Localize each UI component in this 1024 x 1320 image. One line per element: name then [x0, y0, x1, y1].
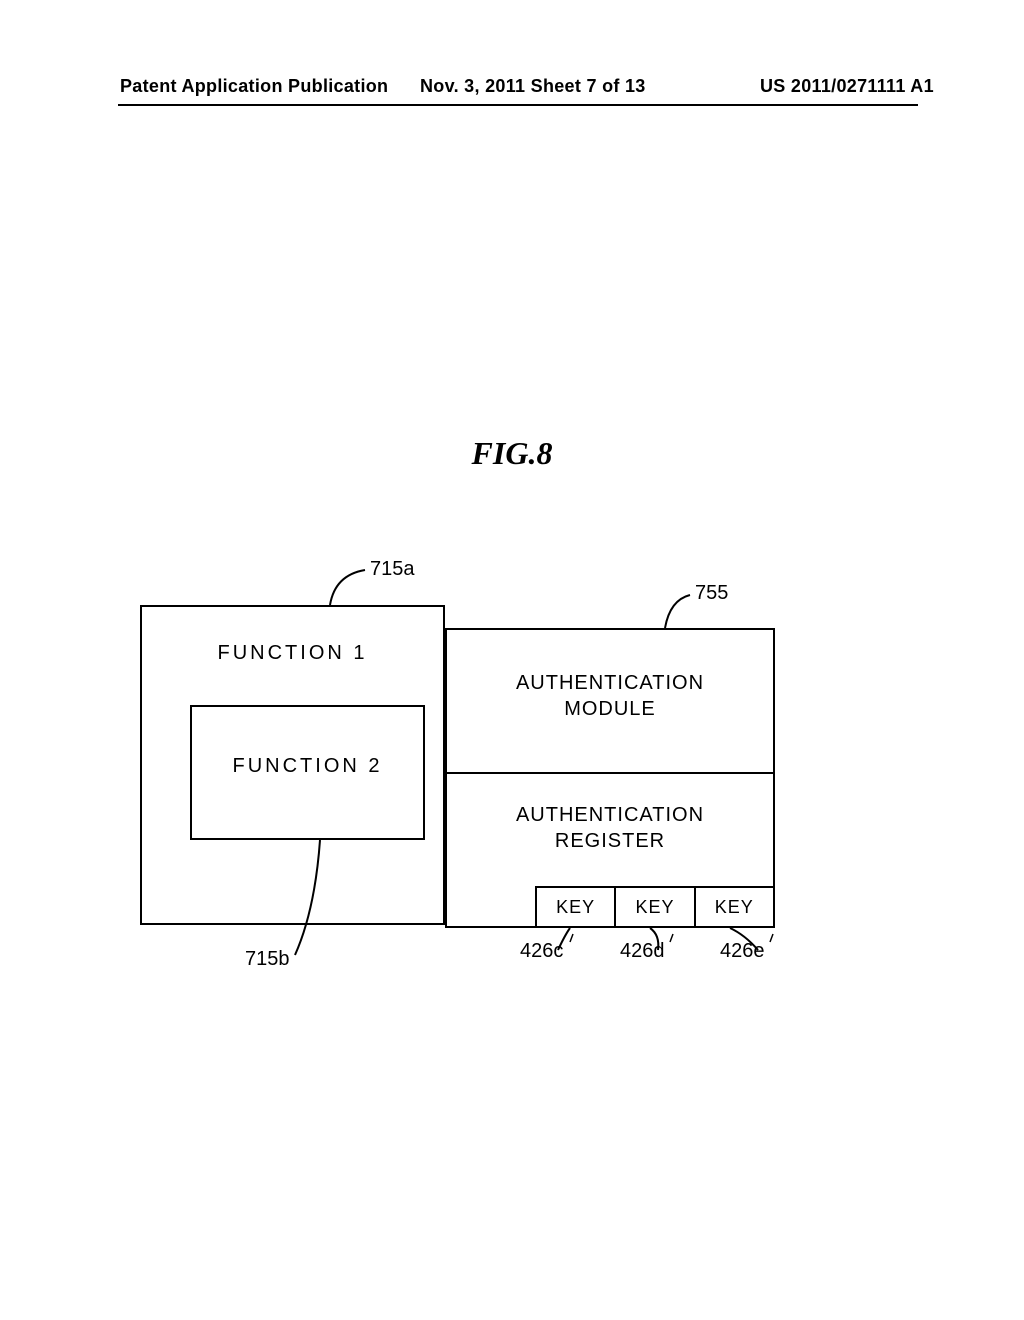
ref-426d: 426d — [620, 940, 665, 963]
auth-module-line1: AUTHENTICATION — [516, 672, 704, 694]
figure-diagram: FUNCTION 1 FUNCTION 2 AUTHENTICATION MOD… — [140, 570, 900, 950]
key-row: KEY KEY KEY — [535, 886, 775, 928]
figure-title: FIG.8 — [0, 435, 1024, 472]
ref-755: 755 — [695, 582, 728, 605]
page: Patent Application Publication Nov. 3, 2… — [0, 0, 1024, 1320]
right-box-divider — [445, 772, 775, 774]
ref-715b: 715b — [245, 948, 290, 971]
key-cell-3: KEY — [694, 886, 775, 928]
header-date-sheet: Nov. 3, 2011 Sheet 7 of 13 — [420, 76, 646, 97]
ref-426e: 426e — [720, 940, 765, 963]
header-rule — [118, 104, 918, 106]
auth-module-line2: MODULE — [564, 698, 656, 720]
auth-register-line2: REGISTER — [555, 830, 665, 852]
block-function-2-label: FUNCTION 2 — [192, 755, 423, 778]
block-function-1-label: FUNCTION 1 — [142, 642, 443, 665]
ref-715a: 715a — [370, 558, 415, 581]
block-auth-register-label: AUTHENTICATION REGISTER — [445, 802, 775, 854]
header-publication-number: US 2011/0271111 A1 — [760, 76, 934, 97]
auth-register-line1: AUTHENTICATION — [516, 804, 704, 826]
header-publication-label: Patent Application Publication — [120, 76, 388, 97]
block-function-2: FUNCTION 2 — [190, 705, 425, 840]
key-cell-1: KEY — [535, 886, 614, 928]
block-auth-module-label: AUTHENTICATION MODULE — [447, 670, 773, 722]
key-cell-2: KEY — [614, 886, 693, 928]
block-right-container: AUTHENTICATION MODULE — [445, 628, 775, 928]
ref-426c: 426c — [520, 940, 563, 963]
